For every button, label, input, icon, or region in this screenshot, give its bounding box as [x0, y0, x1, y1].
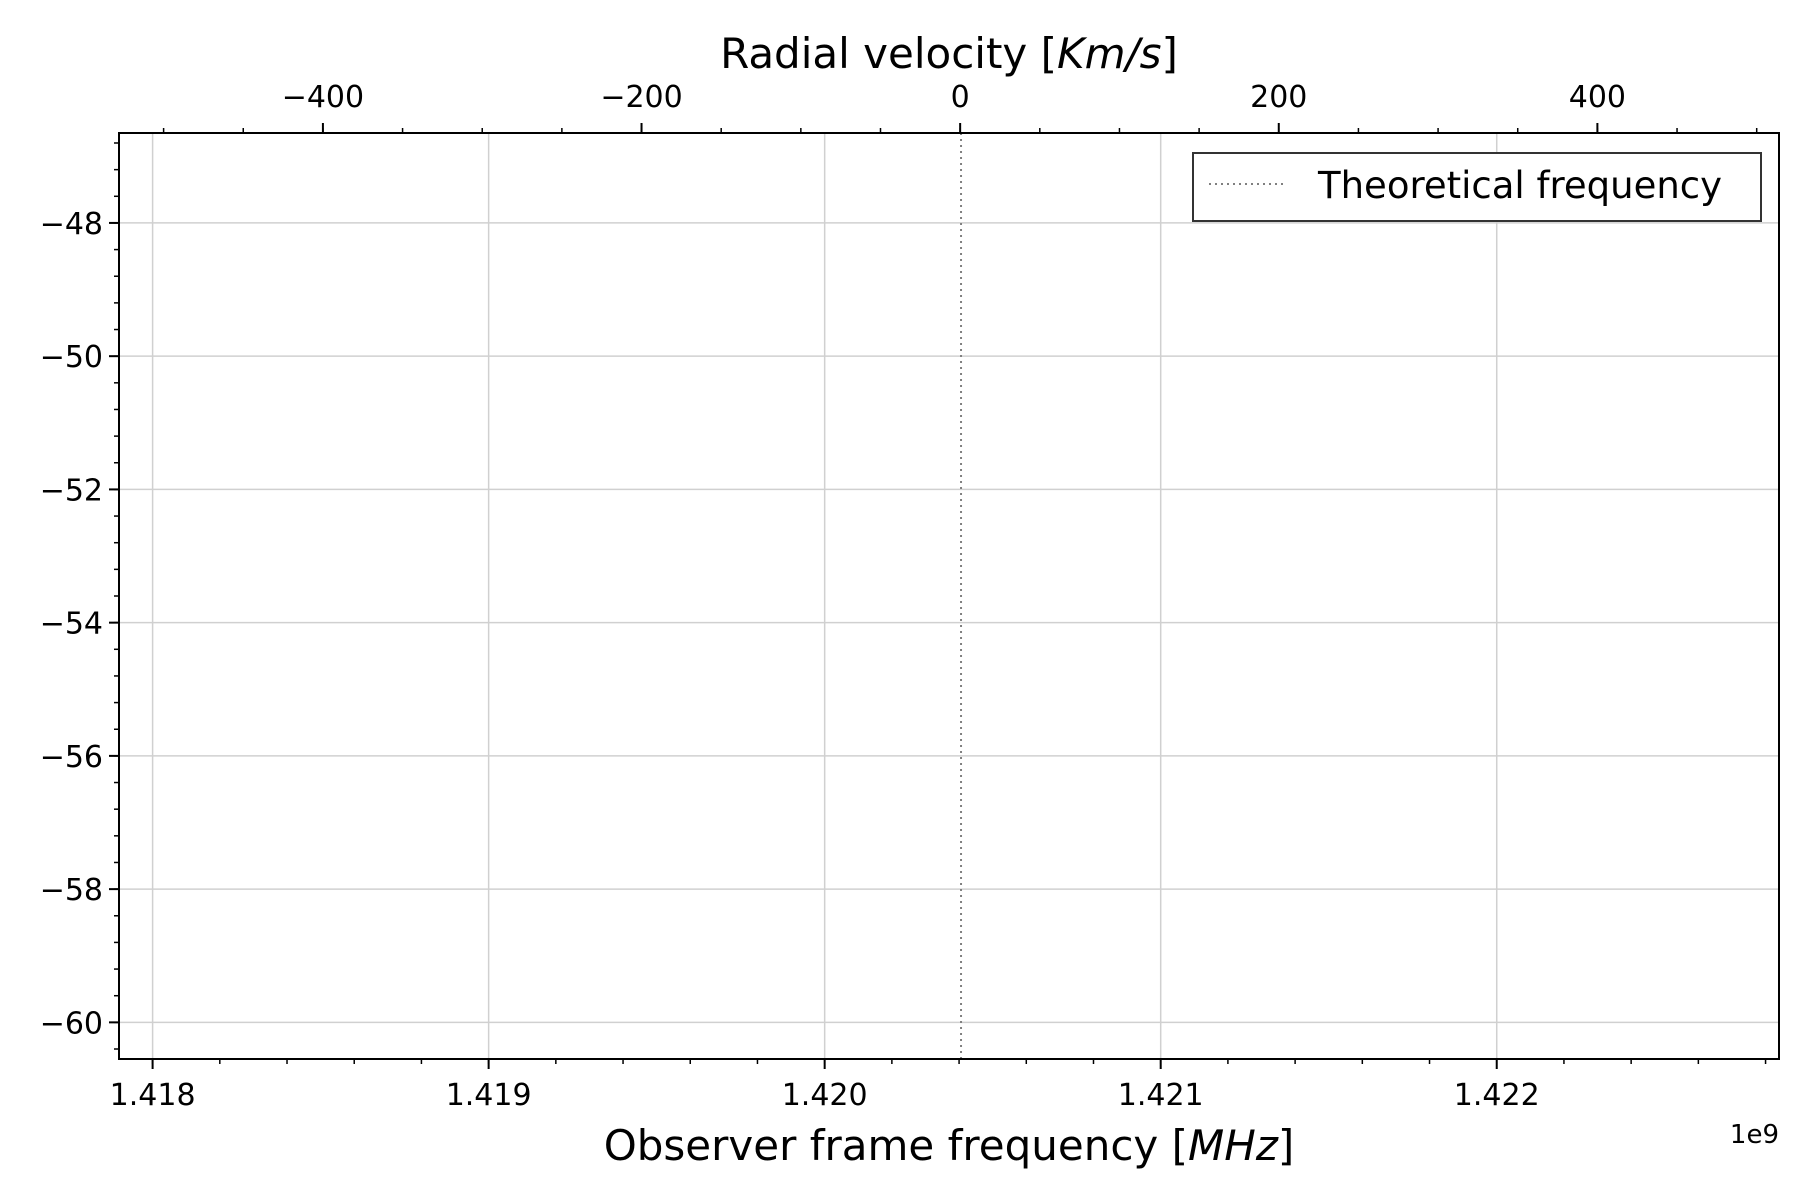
x-tick-label: 1.420 — [782, 1078, 868, 1113]
x2-tick-label: −200 — [600, 80, 682, 115]
x-tick-label: 1.418 — [110, 1078, 196, 1113]
legend-label-theoretical-frequency: Theoretical frequency — [1317, 164, 1722, 207]
x-offset-label: 1e9 — [1730, 1120, 1779, 1150]
y-tick-label: −58 — [40, 873, 103, 908]
x2-tick-label: −400 — [282, 80, 364, 115]
x2-tick-label: 0 — [951, 80, 970, 115]
x2-tick-label: 400 — [1569, 80, 1626, 115]
y-tick-label: −54 — [40, 607, 103, 642]
x-tick-label: 1.419 — [446, 1078, 532, 1113]
legend-box — [1192, 152, 1762, 222]
x-tick-label: 1.422 — [1454, 1078, 1540, 1113]
y-tick-label: −52 — [40, 473, 103, 508]
bottom-axis-title: Observer frame frequency [MHz] — [604, 1121, 1295, 1170]
axis-ticks — [109, 123, 1767, 1069]
grid-lines — [119, 133, 1779, 1059]
x-tick-label: 1.421 — [1118, 1078, 1204, 1113]
y-tick-label: −56 — [40, 740, 103, 775]
top-axis-title: Radial velocity [Km/s] — [720, 29, 1178, 78]
legend: Theoretical frequency — [1192, 152, 1762, 222]
y-tick-label: −50 — [40, 340, 103, 375]
y-tick-label: −60 — [40, 1006, 103, 1041]
plot-area-frame — [118, 132, 1780, 1060]
x2-tick-label: 200 — [1250, 80, 1307, 115]
y-tick-label: −48 — [40, 207, 103, 242]
